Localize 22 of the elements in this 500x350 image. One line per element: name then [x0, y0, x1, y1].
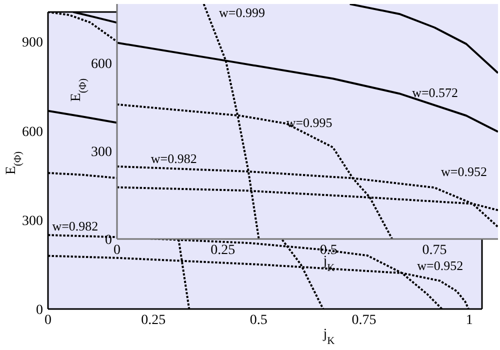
x-tick-label: 0.25 — [141, 313, 166, 328]
annotation: w=0.952 — [441, 164, 487, 179]
x-tick-label: 0.75 — [352, 313, 376, 328]
x-tick-label: 1 — [466, 313, 473, 328]
x-tick-label: 0.25 — [210, 243, 236, 258]
y-tick-label: 600 — [22, 124, 43, 140]
annotation: w=0.982 — [52, 218, 98, 234]
annotation: w=0.995 — [286, 115, 332, 130]
y-tick-label: 900 — [22, 36, 43, 51]
annotation: w=0.982 — [150, 151, 197, 166]
annotation: w=0.572 — [412, 85, 458, 100]
line-series — [348, 4, 498, 74]
x-axis-title: j$_{K}$ — [322, 254, 336, 274]
annotation: w=0.999 — [219, 5, 265, 20]
annotation: w=0.952 — [417, 258, 464, 274]
x-axis-title: j$_{K}$ — [322, 327, 336, 346]
y-tick-label: 300 — [22, 214, 43, 229]
x-tick-label: 0.75 — [422, 243, 447, 258]
y-tick-label: 600 — [91, 56, 112, 72]
y-tick-label: 300 — [91, 144, 112, 160]
y-tick-label: 0 — [36, 303, 43, 318]
x-tick-label: 0.5 — [250, 313, 268, 328]
